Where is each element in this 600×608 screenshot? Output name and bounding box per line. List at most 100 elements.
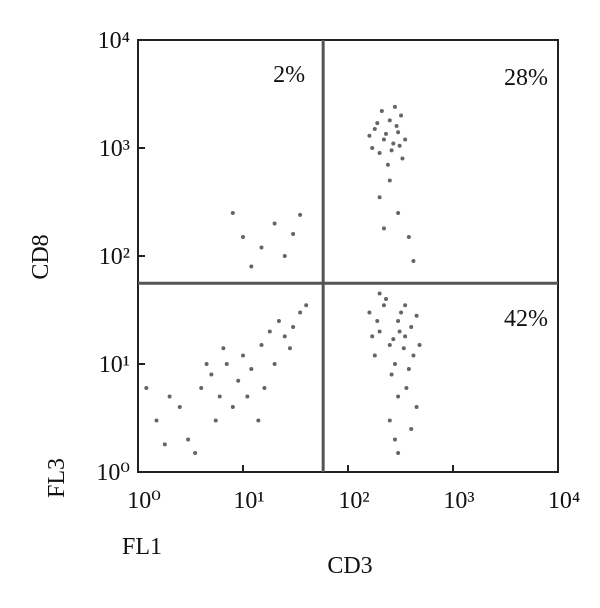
point	[397, 329, 402, 334]
y-channel-label: FL3	[44, 458, 70, 498]
point	[396, 394, 401, 399]
y-tick-label: 10⁰	[96, 460, 130, 486]
point	[383, 131, 388, 136]
point	[387, 118, 392, 123]
point	[392, 104, 397, 109]
point	[199, 385, 204, 390]
point	[154, 418, 159, 423]
point	[392, 437, 397, 442]
point	[204, 362, 209, 366]
x-axis-label: CD3	[327, 553, 372, 579]
point	[213, 418, 218, 423]
point	[287, 346, 292, 351]
point	[221, 346, 226, 351]
point	[401, 346, 406, 351]
point	[272, 221, 277, 226]
point	[282, 334, 287, 339]
point	[391, 337, 396, 342]
point	[417, 342, 422, 347]
point	[381, 226, 386, 231]
point	[414, 404, 419, 409]
point	[406, 234, 411, 239]
point	[409, 325, 414, 330]
point	[291, 325, 296, 330]
point	[367, 133, 372, 138]
point	[230, 211, 235, 216]
point	[379, 109, 384, 114]
point	[392, 362, 397, 366]
y-tick-label: 10³	[99, 136, 130, 162]
point	[400, 156, 405, 161]
point	[396, 211, 401, 216]
point	[377, 291, 382, 296]
point	[276, 319, 281, 324]
point	[377, 195, 382, 200]
point	[167, 394, 172, 399]
point	[282, 254, 287, 258]
point	[404, 385, 409, 390]
point	[256, 418, 261, 423]
point	[387, 418, 392, 423]
y-axis-label: CD8	[28, 234, 54, 279]
point	[217, 394, 222, 399]
point	[367, 310, 372, 315]
quadrant-percent: 42%	[504, 306, 548, 332]
point	[259, 342, 264, 347]
point	[259, 245, 264, 250]
y-tick-label: 10¹	[99, 352, 130, 378]
x-tick-label: 10⁴	[548, 488, 580, 514]
point	[396, 450, 401, 455]
point	[224, 362, 229, 366]
point	[399, 310, 404, 315]
y-tick-label: 10⁴	[98, 28, 130, 54]
point	[409, 427, 414, 432]
point	[249, 366, 254, 371]
point	[375, 319, 380, 324]
plot-frame	[137, 39, 559, 473]
point	[383, 296, 388, 301]
y-tick-label: 10²	[99, 244, 130, 270]
point	[291, 231, 296, 236]
point	[403, 303, 408, 308]
quadrant-percent: 2%	[273, 62, 305, 88]
point	[389, 148, 394, 153]
point	[375, 121, 380, 126]
x-tick-label: 10⁰	[127, 488, 161, 514]
point	[414, 313, 419, 318]
point	[397, 143, 402, 148]
point	[230, 404, 235, 409]
x-tick-label: 10²	[338, 488, 369, 514]
x-tick-label: 10¹	[233, 488, 264, 514]
point	[403, 334, 408, 339]
point	[162, 442, 167, 447]
point	[186, 437, 191, 442]
point	[403, 137, 408, 142]
point	[389, 372, 394, 377]
point	[241, 353, 245, 358]
point	[298, 212, 303, 217]
x-channel-label: FL1	[122, 534, 162, 560]
point	[372, 126, 377, 131]
point	[377, 329, 382, 334]
point	[209, 372, 214, 377]
point	[193, 450, 198, 455]
point	[245, 394, 250, 399]
point	[241, 234, 245, 239]
point	[394, 123, 399, 128]
point	[387, 178, 392, 183]
point	[249, 264, 254, 269]
point	[406, 366, 411, 371]
point	[381, 137, 386, 142]
point	[370, 146, 375, 150]
point	[377, 150, 382, 155]
point	[411, 258, 416, 263]
point	[267, 329, 272, 334]
point	[298, 310, 303, 315]
point	[396, 130, 401, 135]
point	[272, 362, 277, 366]
point	[387, 342, 392, 347]
point	[304, 303, 309, 308]
point	[370, 334, 375, 339]
x-tick-label: 10³	[443, 488, 474, 514]
